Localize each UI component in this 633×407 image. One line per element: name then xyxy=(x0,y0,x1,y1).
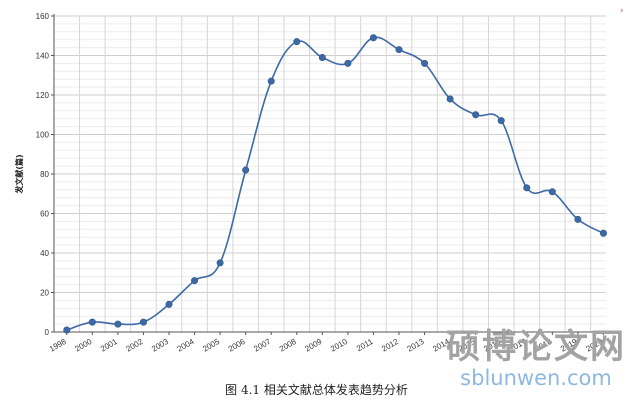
data-point xyxy=(242,166,250,174)
x-tick-label: 2014 xyxy=(431,337,451,354)
data-point xyxy=(599,229,607,237)
data-point xyxy=(293,38,301,46)
data-point xyxy=(114,320,122,328)
data-point xyxy=(446,95,454,103)
x-tick-label: 2016 xyxy=(482,337,502,354)
data-point xyxy=(523,184,531,192)
y-tick-label: 160 xyxy=(36,12,50,21)
x-tick-label: 2005 xyxy=(201,337,221,354)
x-tick-label: 2019 xyxy=(559,337,579,354)
x-tick-label: 2012 xyxy=(380,337,400,354)
data-point xyxy=(191,277,199,285)
data-point xyxy=(421,59,429,67)
data-point xyxy=(497,117,505,125)
y-tick-label: 60 xyxy=(40,210,49,219)
x-tick-label: 2002 xyxy=(125,337,145,354)
x-tick-label: 2013 xyxy=(406,337,426,354)
y-tick-label: 140 xyxy=(36,52,50,61)
x-tick-label: 2004 xyxy=(176,337,196,354)
grid-layer xyxy=(53,15,606,333)
x-tick-label: 2008 xyxy=(278,337,298,354)
y-tick-label: 20 xyxy=(40,289,49,298)
x-tick-label: 2001 xyxy=(99,337,119,354)
data-point xyxy=(318,53,326,61)
x-tick-label: 2010 xyxy=(329,337,349,354)
x-tick-label: 2009 xyxy=(303,337,323,354)
x-tick-label: 2020 xyxy=(585,337,605,354)
data-point xyxy=(548,188,556,196)
x-tick-label: 2018 xyxy=(533,337,553,354)
data-point xyxy=(139,318,147,326)
x-tick-label: 2000 xyxy=(73,337,93,354)
chart: 0 20 40 60 80 100 120 140 160 1998 2000 2001 2002 200… xyxy=(14,12,607,354)
x-tick-label: 2006 xyxy=(227,337,247,354)
data-point xyxy=(88,318,96,326)
series-line xyxy=(66,36,604,331)
x-tick-label: 2017 xyxy=(508,337,528,354)
y-tick-label: 40 xyxy=(40,249,49,258)
side-mark: › xyxy=(620,6,624,16)
data-point xyxy=(63,326,71,334)
data-point xyxy=(369,34,377,42)
x-tick-label: 1998 xyxy=(48,337,68,354)
y-tick-label: 0 xyxy=(45,328,50,337)
y-tick-label: 120 xyxy=(36,91,50,100)
data-point xyxy=(216,259,224,267)
y-axis-label: 发文献(篇) xyxy=(14,154,24,194)
x-tick-label: 2015 xyxy=(457,337,477,354)
data-point xyxy=(574,215,582,223)
data-point xyxy=(472,111,480,119)
series-layer xyxy=(63,34,607,334)
figure-caption: 图 4.1 相关文献总体发表趋势分析 xyxy=(225,383,408,397)
y-tick-label: 80 xyxy=(40,170,49,179)
data-point xyxy=(344,59,352,67)
y-tick-label: 100 xyxy=(36,131,50,140)
x-tick-label: 2011 xyxy=(355,337,375,354)
data-point xyxy=(267,77,275,85)
x-tick-label: 2007 xyxy=(252,337,272,354)
x-tick-label: 2003 xyxy=(150,337,170,354)
data-point xyxy=(165,300,173,308)
data-point xyxy=(395,46,403,54)
